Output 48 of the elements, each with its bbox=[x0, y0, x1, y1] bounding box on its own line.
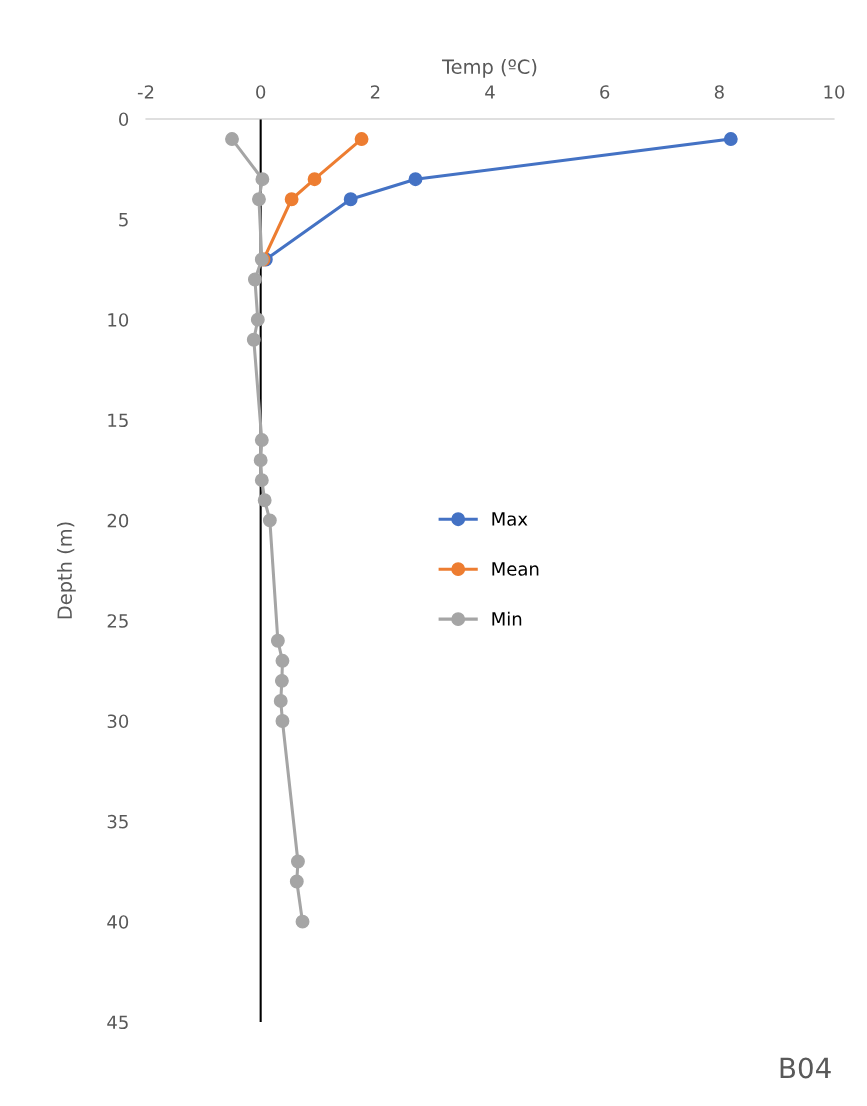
point bbox=[275, 714, 290, 728]
x-tick-label: 6 bbox=[600, 85, 610, 99]
y-tick-label: 10 bbox=[108, 313, 129, 327]
x-tick-label: 10 bbox=[824, 85, 845, 99]
x-tick-label: -2 bbox=[137, 85, 154, 99]
point bbox=[246, 332, 261, 347]
point bbox=[253, 453, 268, 468]
point bbox=[250, 312, 265, 327]
point bbox=[408, 172, 423, 187]
point bbox=[247, 272, 262, 287]
x-tick-label: 4 bbox=[485, 85, 495, 99]
point bbox=[723, 132, 738, 147]
point bbox=[225, 132, 239, 147]
point bbox=[289, 874, 304, 889]
y-tick-label: 15 bbox=[108, 413, 128, 428]
point bbox=[262, 513, 277, 528]
point bbox=[274, 673, 289, 688]
y-tick-label: 25 bbox=[107, 614, 128, 628]
point bbox=[275, 653, 290, 668]
point bbox=[255, 172, 270, 187]
y-tick-label: 30 bbox=[107, 714, 129, 729]
legend-label: Max bbox=[492, 512, 528, 526]
point bbox=[290, 854, 305, 869]
y-axis-title: Depth (m) bbox=[56, 522, 76, 619]
point bbox=[295, 914, 310, 929]
point bbox=[257, 493, 272, 508]
x-tick-label: 8 bbox=[714, 85, 724, 99]
point bbox=[252, 192, 266, 207]
point bbox=[254, 473, 269, 488]
x-tick-label: 0 bbox=[256, 85, 266, 99]
legend-label: Min bbox=[492, 611, 522, 626]
point bbox=[254, 433, 269, 448]
y-tick-label: 35 bbox=[107, 814, 128, 829]
text: B04 bbox=[780, 1057, 831, 1079]
x-axis-title: Temp (ºC) bbox=[441, 58, 537, 78]
point bbox=[354, 132, 369, 147]
y-tick-label: 45 bbox=[107, 1015, 128, 1030]
x-tick-label: 2 bbox=[370, 85, 380, 99]
point bbox=[284, 192, 299, 207]
legend-label: Mean bbox=[492, 562, 539, 576]
point bbox=[343, 192, 358, 207]
y-tick-label: 20 bbox=[107, 513, 129, 528]
y-tick-label: 0 bbox=[119, 112, 129, 127]
point bbox=[307, 172, 322, 187]
y-tick-label: 40 bbox=[107, 915, 129, 929]
point bbox=[270, 633, 285, 648]
y-tick-label: 5 bbox=[119, 213, 128, 227]
point bbox=[273, 693, 288, 708]
